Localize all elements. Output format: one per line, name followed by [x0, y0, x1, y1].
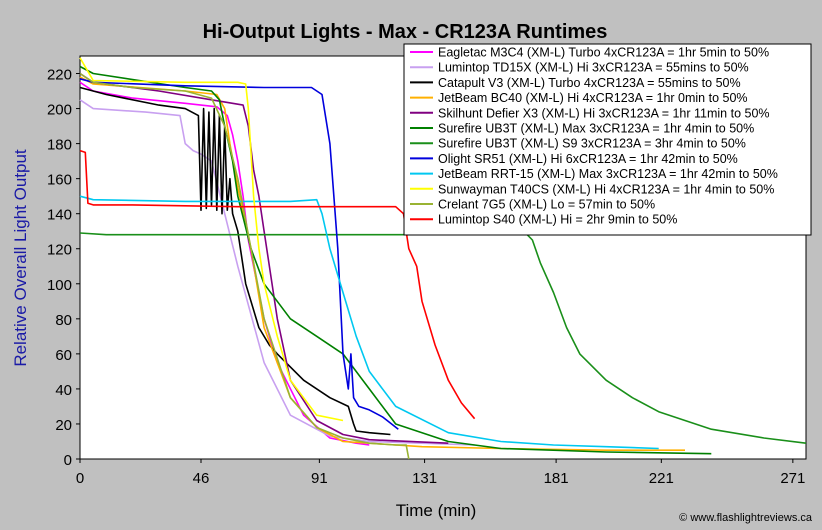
y-tick-label: 100 — [47, 277, 72, 294]
series-lines — [79, 57, 807, 460]
legend-entry: Crelant 7G5 (XM-L) Lo = 57min to 50% — [438, 198, 655, 212]
x-tick-label: 46 — [193, 470, 210, 487]
legend-entry: JetBeam BC40 (XM-L) Hi 4xCR123A = 1hr 0m… — [438, 91, 748, 105]
x-axis-label: Time (min) — [396, 501, 477, 520]
series-line-4 — [79, 76, 685, 452]
y-tick-label: 40 — [55, 382, 72, 399]
legend: Eagletac M3C4 (XM-L) Turbo 4xCR123A = 1h… — [403, 43, 812, 236]
y-tick-label: 80 — [55, 312, 72, 329]
x-tick-label: 271 — [780, 470, 805, 487]
y-tick-label: 140 — [47, 207, 72, 224]
y-axis-label: Relative Overall Light Output — [11, 149, 30, 367]
series-line-12 — [79, 149, 476, 420]
series-line-10 — [79, 57, 344, 422]
series-line-5 — [79, 72, 449, 444]
x-tick-label: 91 — [311, 470, 328, 487]
series-line-7 — [79, 232, 807, 444]
series-line-8 — [79, 78, 399, 430]
x-tick-label: 0 — [76, 470, 84, 487]
x-tick-label: 221 — [649, 470, 674, 487]
legend-box — [403, 43, 812, 236]
legend-entry: JetBeam RRT-15 (XM-L) Max 3xCR123A = 1hr… — [438, 167, 778, 181]
chart-title: Hi-Output Lights - Max - CR123A Runtimes — [203, 21, 608, 43]
y-tick-label: 220 — [47, 67, 72, 84]
credit-text: © www.flashlightreviews.ca — [679, 512, 813, 524]
x-tick-label: 181 — [544, 470, 569, 487]
y-tick-label: 0 — [64, 452, 72, 469]
legend-entry: Sunwayman T40CS (XM-L) Hi 4xCR123A = 1hr… — [438, 182, 774, 196]
legend-entry: Lumintop TD15X (XM-L) Hi 3xCR123A = 55mi… — [438, 61, 749, 75]
x-axis-ticks: 0 46 91 131 181 221 271 — [76, 459, 805, 487]
y-axis-ticks: 0 20 40 60 80 100 120 140 160 180 200 220 — [47, 67, 80, 469]
y-tick-label: 200 — [47, 102, 72, 119]
y-tick-label: 60 — [55, 347, 72, 364]
y-tick-label: 160 — [47, 172, 72, 189]
legend-entry: Catapult V3 (XM-L) Turbo 4xCR123A = 55mi… — [438, 76, 741, 90]
y-tick-label: 20 — [55, 417, 72, 434]
series-line-11 — [79, 72, 410, 460]
legend-entry: Skilhunt Defier X3 (XM-L) Hi 3xCR123A = … — [438, 106, 770, 120]
legend-entry: Lumintop S40 (XM-L) Hi = 2hr 9min to 50% — [438, 213, 677, 227]
y-tick-label: 120 — [47, 242, 72, 259]
legend-entry: Olight SR51 (XM-L) Hi 6xCR123A = 1hr 42m… — [438, 152, 738, 166]
legend-entry: Surefire UB3T (XM-L) S9 3xCR123A = 3hr 4… — [438, 137, 746, 151]
legend-entry: Surefire UB3T (XM-L) Max 3xCR123A = 1hr … — [438, 122, 754, 136]
series-line-9 — [79, 195, 659, 450]
legend-entry: Eagletac M3C4 (XM-L) Turbo 4xCR123A = 1h… — [438, 46, 769, 60]
y-tick-label: 180 — [47, 137, 72, 154]
series-line-3 — [79, 86, 391, 436]
x-tick-label: 131 — [412, 470, 437, 487]
